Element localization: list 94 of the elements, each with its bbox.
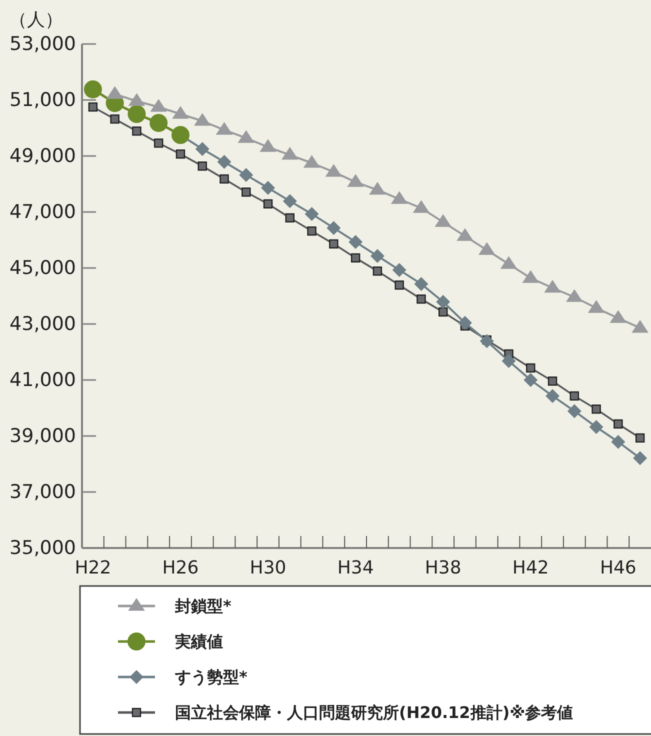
y-tick-label: 43,000 — [10, 313, 76, 335]
point — [154, 138, 164, 148]
point — [526, 363, 536, 373]
point — [456, 228, 474, 241]
point — [370, 248, 384, 263]
point — [589, 420, 604, 434]
point — [369, 182, 386, 195]
point — [588, 300, 605, 313]
point — [524, 373, 538, 387]
x-tick-label: H26 — [162, 558, 199, 578]
point — [566, 289, 583, 302]
point — [500, 256, 518, 269]
point — [614, 419, 623, 429]
point — [176, 149, 186, 159]
legend-label: すう勢型* — [174, 668, 248, 686]
y-tick-label: 35,000 — [10, 537, 76, 559]
y-tick-label: 51,000 — [10, 89, 76, 111]
x-tick-label: H46 — [600, 558, 636, 578]
point — [633, 451, 648, 466]
point — [412, 200, 430, 213]
point — [263, 199, 273, 208]
point — [329, 239, 338, 249]
point — [436, 294, 450, 309]
point — [238, 130, 255, 143]
point — [348, 234, 363, 249]
point — [282, 146, 298, 160]
point — [611, 434, 626, 449]
point — [106, 86, 124, 99]
point — [570, 391, 580, 401]
point — [303, 155, 320, 168]
point — [548, 376, 558, 386]
point — [372, 266, 382, 276]
point — [110, 114, 120, 124]
point — [216, 122, 233, 135]
point — [217, 154, 232, 169]
point — [458, 316, 472, 330]
point — [304, 206, 319, 221]
point — [261, 180, 276, 195]
point — [502, 354, 516, 368]
legend-label: 実績値 — [174, 632, 223, 651]
point — [592, 404, 601, 414]
point — [194, 113, 211, 126]
point — [544, 280, 561, 293]
y-tick-label: 45,000 — [10, 257, 76, 279]
y-tick-label: 49,000 — [10, 145, 76, 167]
x-tick-label: H38 — [424, 558, 462, 578]
point — [390, 191, 408, 204]
point — [635, 433, 645, 443]
point — [84, 80, 102, 98]
x-tick-label: H34 — [337, 558, 374, 578]
point — [632, 320, 648, 333]
x-tick-label: H42 — [512, 558, 549, 578]
x-tick-label: H22 — [74, 558, 112, 578]
point — [242, 188, 251, 197]
y-tick-label: 53,000 — [10, 33, 76, 55]
point — [347, 174, 364, 187]
point — [282, 194, 297, 208]
point — [239, 168, 254, 182]
point — [610, 310, 627, 323]
y-tick-label: 41,000 — [10, 369, 76, 391]
point — [438, 307, 448, 317]
point — [220, 174, 229, 184]
legend-label: 国立社会保障・人口問題研究所(H20.12推計)※参考値 — [175, 703, 574, 722]
point — [150, 114, 168, 132]
y-tick-label: 37,000 — [10, 481, 76, 503]
point — [132, 126, 142, 136]
point — [285, 213, 295, 222]
point — [416, 294, 426, 304]
point — [546, 388, 560, 403]
point — [88, 102, 98, 112]
point — [150, 99, 167, 112]
point — [434, 214, 452, 227]
point — [326, 220, 341, 235]
point — [128, 105, 146, 123]
point — [522, 270, 540, 283]
point — [392, 262, 406, 277]
point — [394, 280, 404, 290]
x-tick-label: H30 — [250, 558, 286, 578]
legend-label: 封鎖型* — [174, 596, 232, 616]
point — [172, 106, 189, 119]
point — [350, 253, 360, 263]
y-tick-label: 39,000 — [10, 425, 76, 447]
point — [128, 93, 146, 106]
point — [414, 276, 428, 291]
point — [307, 226, 316, 236]
y-tick-label: 47,000 — [10, 201, 76, 223]
y-axis-title: （人） — [9, 10, 63, 30]
point — [478, 242, 496, 255]
point — [480, 334, 494, 348]
point — [325, 164, 342, 177]
point — [195, 142, 210, 156]
point — [198, 161, 207, 171]
point — [567, 404, 582, 418]
point — [260, 139, 276, 152]
